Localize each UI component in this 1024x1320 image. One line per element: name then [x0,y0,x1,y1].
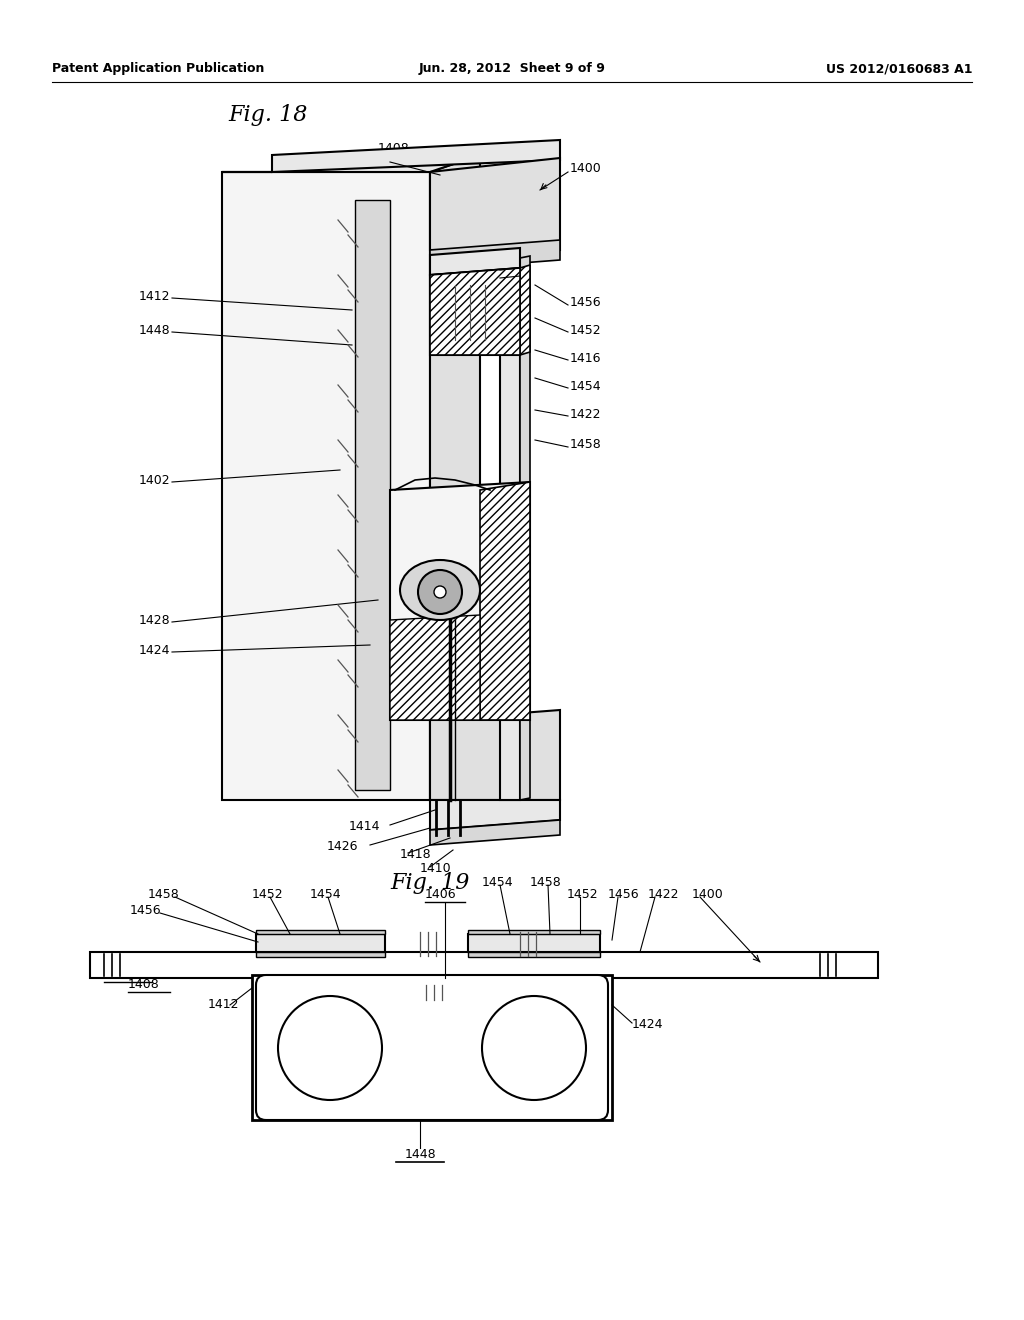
Text: Jun. 28, 2012  Sheet 9 of 9: Jun. 28, 2012 Sheet 9 of 9 [419,62,605,75]
Text: 1412: 1412 [208,998,240,1011]
Bar [355,201,390,789]
Polygon shape [430,710,560,800]
Polygon shape [390,615,480,719]
Text: 1458: 1458 [530,876,562,890]
Text: 1452: 1452 [252,888,284,902]
Polygon shape [430,154,480,800]
Text: 1424: 1424 [138,644,170,656]
Text: 1402: 1402 [314,1041,346,1055]
Polygon shape [256,931,385,935]
Polygon shape [222,154,480,172]
Polygon shape [520,256,530,800]
Text: 1408: 1408 [128,978,160,991]
Bar [252,975,612,1119]
Text: 1422: 1422 [648,888,680,902]
Text: 1454: 1454 [482,876,514,890]
Polygon shape [468,935,600,952]
Polygon shape [222,172,430,800]
Text: 1448: 1448 [404,1148,436,1162]
Polygon shape [430,240,560,271]
Text: 1414: 1414 [348,820,380,833]
Text: 1428: 1428 [138,614,170,627]
Text: 1424: 1424 [632,1019,664,1031]
Text: US 2012/0160683 A1: US 2012/0160683 A1 [825,62,972,75]
Polygon shape [430,248,520,275]
Text: 1452: 1452 [570,323,602,337]
Polygon shape [520,265,530,355]
Circle shape [482,997,586,1100]
FancyBboxPatch shape [256,975,608,1119]
Bar [90,952,878,978]
Text: 1458: 1458 [570,438,602,451]
Circle shape [278,997,382,1100]
Text: 1426: 1426 [327,840,358,853]
Text: 1402: 1402 [518,1041,550,1055]
Polygon shape [430,820,560,845]
Text: 1410: 1410 [420,862,452,875]
Polygon shape [430,268,520,355]
Circle shape [434,586,446,598]
Polygon shape [272,140,560,172]
Polygon shape [256,952,385,957]
Text: 1448: 1448 [138,323,170,337]
Text: 1418: 1418 [400,847,432,861]
Text: 1454: 1454 [310,888,342,902]
Text: 1402: 1402 [138,474,170,487]
Text: 1406: 1406 [425,888,457,902]
Ellipse shape [400,560,480,620]
Text: Patent Application Publication: Patent Application Publication [52,62,264,75]
Polygon shape [430,800,560,830]
Polygon shape [256,935,385,952]
Polygon shape [500,257,520,800]
Text: 1400: 1400 [692,888,724,902]
Text: 1400: 1400 [570,161,602,174]
Text: 1454: 1454 [570,380,602,392]
Polygon shape [480,482,530,719]
Text: 1456: 1456 [130,904,162,917]
Text: Fig. 18: Fig. 18 [228,104,307,125]
Text: 1416: 1416 [570,351,601,364]
Text: 1456: 1456 [570,297,602,309]
Text: 1452: 1452 [567,888,599,902]
Text: 1458: 1458 [148,888,180,902]
Polygon shape [390,482,530,719]
Polygon shape [468,952,600,957]
Text: Fig. 19: Fig. 19 [390,873,469,894]
Circle shape [418,570,462,614]
Polygon shape [430,268,520,355]
Text: 1456: 1456 [608,888,640,902]
Polygon shape [468,931,600,935]
Polygon shape [430,158,560,249]
Text: 1422: 1422 [570,408,601,421]
Text: 1408: 1408 [378,143,410,154]
Text: 1412: 1412 [138,289,170,302]
